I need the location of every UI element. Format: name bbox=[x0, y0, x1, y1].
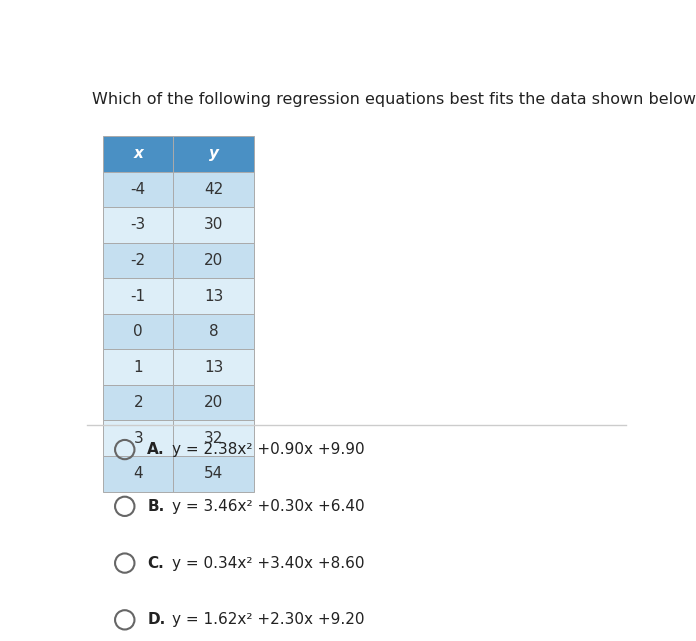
Text: -2: -2 bbox=[131, 253, 145, 268]
Text: B.: B. bbox=[148, 499, 165, 514]
Text: y = 1.62x² +2.30x +9.20: y = 1.62x² +2.30x +9.20 bbox=[172, 612, 365, 628]
Bar bbox=[173, 314, 254, 349]
Text: 32: 32 bbox=[204, 431, 223, 445]
Text: 8: 8 bbox=[209, 324, 219, 339]
Bar bbox=[103, 314, 173, 349]
Bar bbox=[103, 207, 173, 243]
Text: C.: C. bbox=[148, 556, 164, 570]
Text: 42: 42 bbox=[204, 182, 223, 197]
Text: Which of the following regression equations best fits the data shown below?: Which of the following regression equati… bbox=[93, 92, 696, 107]
Bar bbox=[103, 385, 173, 420]
Bar bbox=[173, 243, 254, 278]
Bar bbox=[103, 172, 173, 207]
Text: 20: 20 bbox=[204, 395, 223, 410]
Text: 1: 1 bbox=[134, 360, 143, 374]
Bar bbox=[173, 278, 254, 314]
Bar bbox=[103, 243, 173, 278]
Text: -4: -4 bbox=[131, 182, 145, 197]
Text: -3: -3 bbox=[131, 217, 146, 233]
Text: D.: D. bbox=[148, 612, 166, 628]
Bar bbox=[173, 207, 254, 243]
Text: y = 3.46x² +0.30x +6.40: y = 3.46x² +0.30x +6.40 bbox=[172, 499, 365, 514]
Bar bbox=[173, 349, 254, 385]
Bar bbox=[173, 172, 254, 207]
Bar bbox=[103, 278, 173, 314]
Bar bbox=[103, 420, 173, 456]
Bar bbox=[173, 385, 254, 420]
Text: -1: -1 bbox=[131, 288, 145, 304]
Text: 54: 54 bbox=[204, 466, 223, 481]
Text: 13: 13 bbox=[204, 360, 223, 374]
Text: 4: 4 bbox=[134, 466, 143, 481]
Text: 3: 3 bbox=[134, 431, 143, 445]
Text: 30: 30 bbox=[204, 217, 223, 233]
Bar bbox=[173, 456, 254, 492]
Text: 0: 0 bbox=[134, 324, 143, 339]
Bar bbox=[173, 136, 254, 172]
Bar bbox=[103, 349, 173, 385]
Text: y: y bbox=[209, 146, 219, 162]
Text: y = 0.34x² +3.40x +8.60: y = 0.34x² +3.40x +8.60 bbox=[172, 556, 365, 570]
Text: 20: 20 bbox=[204, 253, 223, 268]
Text: x: x bbox=[134, 146, 143, 162]
Bar bbox=[173, 420, 254, 456]
Bar bbox=[103, 136, 173, 172]
Text: 13: 13 bbox=[204, 288, 223, 304]
Bar bbox=[103, 456, 173, 492]
Text: A.: A. bbox=[148, 442, 165, 457]
Text: 2: 2 bbox=[134, 395, 143, 410]
Text: y = 2.38x² +0.90x +9.90: y = 2.38x² +0.90x +9.90 bbox=[172, 442, 365, 457]
